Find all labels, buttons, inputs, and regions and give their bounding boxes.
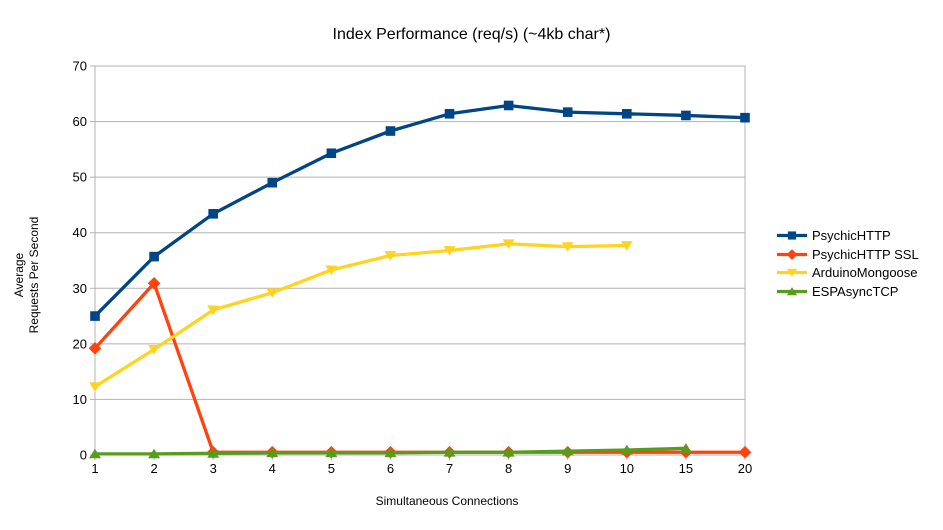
legend-label: PsychicHTTP SSL [812, 246, 919, 262]
y-tick-label: 10 [73, 392, 87, 407]
y-tick-label: 0 [80, 448, 87, 463]
x-tick-label: 8 [505, 461, 512, 476]
legend-entry-psychichttp-ssl: PsychicHTTP SSL [776, 247, 919, 262]
legend-label: PsychicHTTP [812, 228, 891, 243]
x-tick-label: 4 [269, 461, 276, 476]
legend-marker-square-icon [777, 231, 807, 240]
gridlines: 0 10 20 30 40 50 60 70 [73, 59, 745, 463]
legend-marker-triangle-down-icon [777, 268, 807, 277]
x-tick-label: 6 [387, 461, 394, 476]
x-tick-label: 10 [620, 461, 634, 476]
x-axis-ticks: 1 2 3 4 5 6 7 8 9 10 15 20 [91, 455, 752, 476]
y-tick-label: 20 [73, 336, 87, 351]
legend-label: ESPAsyncTCP [812, 283, 899, 299]
x-tick-label: 1 [91, 461, 98, 476]
legend-marker-diamond-icon [777, 248, 807, 260]
series-espasynctcp [89, 443, 692, 459]
plot-border [94, 65, 746, 456]
legend-label: ArduinoMongoose [812, 265, 918, 280]
y-tick-label: 70 [73, 59, 87, 74]
legend-entry-arduinomongoose: ArduinoMongoose [776, 265, 919, 280]
y-tick-label: 30 [73, 281, 87, 296]
y-tick-label: 40 [73, 225, 87, 240]
x-tick-label: 9 [564, 461, 571, 476]
x-tick-label: 7 [446, 461, 453, 476]
x-tick-label: 20 [738, 461, 752, 476]
chart-title: Index Performance (req/s) (~4kb char*) [332, 26, 611, 43]
x-tick-label: 3 [210, 461, 217, 476]
legend-entry-psychichttp: PsychicHTTP [776, 228, 919, 243]
y-tick-label: 50 [73, 170, 87, 185]
x-tick-label: 15 [679, 461, 693, 476]
series-psychichttp-ssl [88, 276, 752, 459]
x-tick-label: 2 [150, 461, 157, 476]
y-tick-label: 60 [73, 114, 87, 129]
series-psychichttp [90, 100, 750, 321]
legend: PsychicHTTP PsychicHTTP SSL ArduinoMongo… [776, 228, 919, 299]
x-axis-title: Simultaneous Connections [375, 494, 519, 508]
series-arduinomongoose [89, 239, 633, 392]
legend-entry-espasynctcp: ESPAsyncTCP [776, 284, 919, 299]
legend-marker-triangle-up-icon [777, 286, 807, 295]
x-tick-label: 5 [328, 461, 335, 476]
